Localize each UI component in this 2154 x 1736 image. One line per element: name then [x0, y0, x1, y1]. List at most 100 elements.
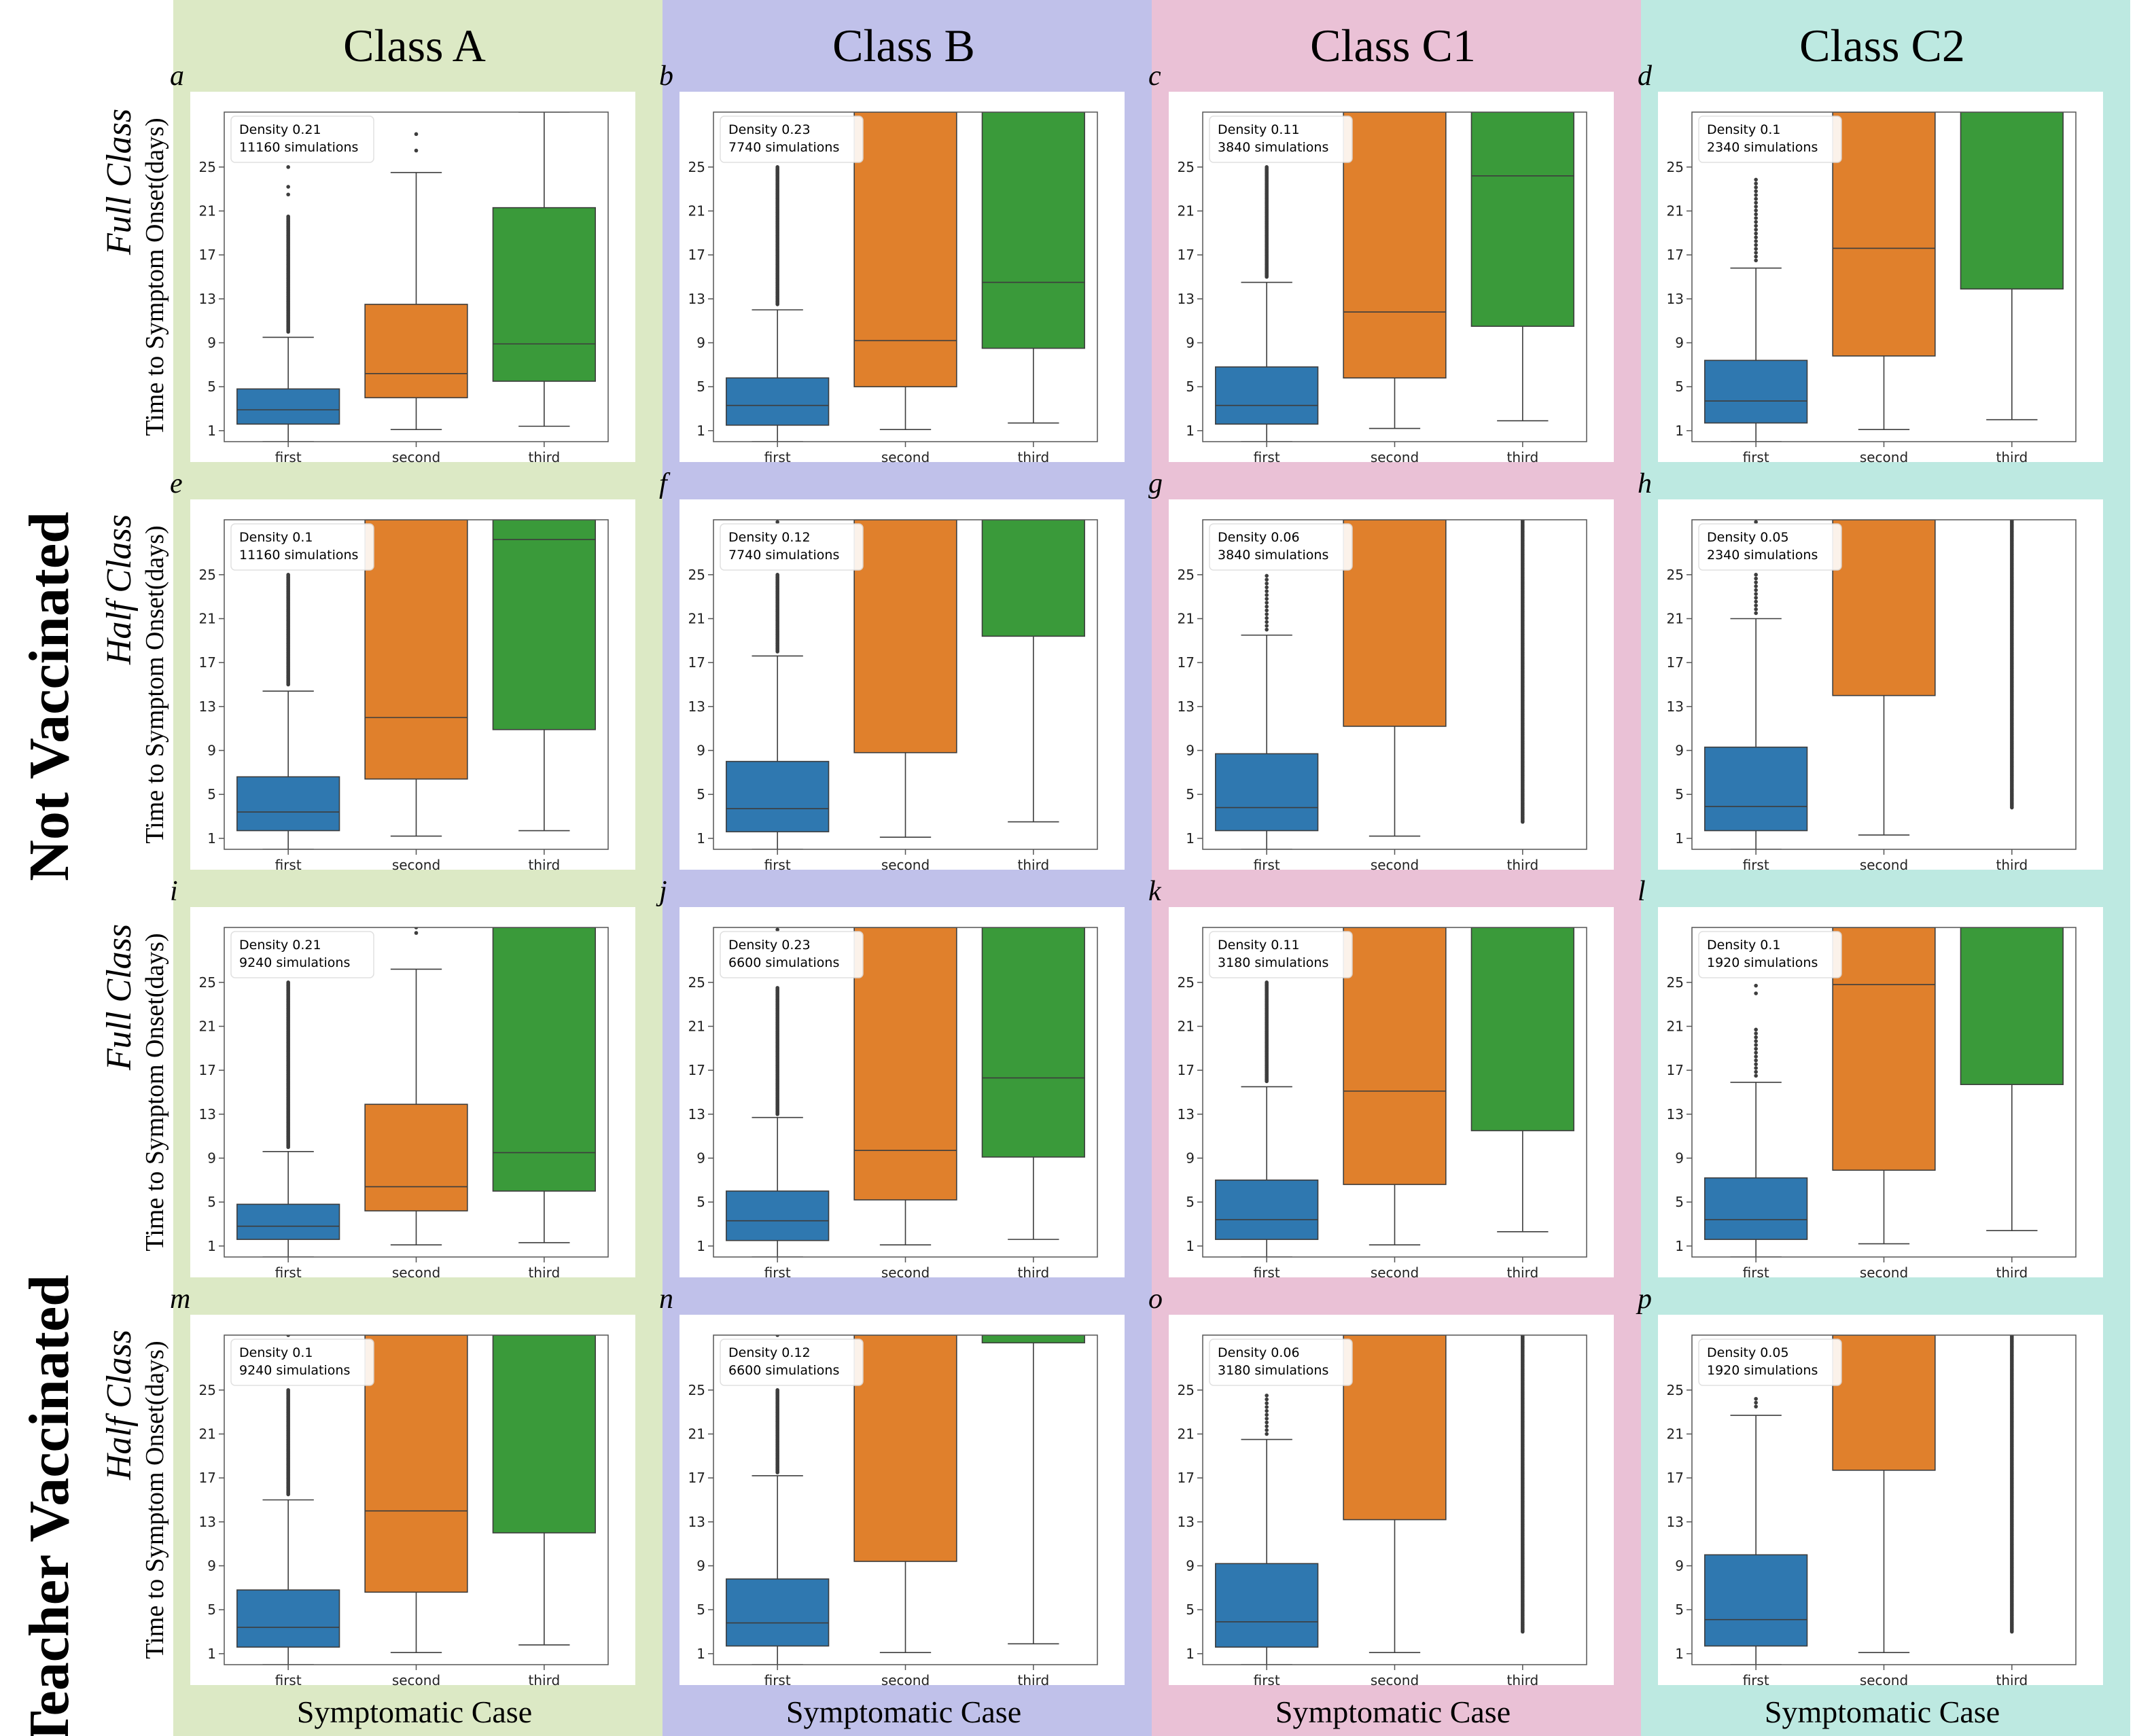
panel-letter: p — [1636, 1283, 1652, 1315]
density-label: Density 0.11 — [1218, 122, 1300, 137]
y-tick-label: 25 — [688, 159, 705, 175]
outlier — [1754, 205, 1758, 209]
y-tick-label: 9 — [1675, 1150, 1684, 1167]
outlier — [414, 132, 419, 137]
box-iqr — [1343, 520, 1447, 727]
y-tick-label: 21 — [688, 1426, 705, 1442]
box-iqr — [1343, 927, 1447, 1186]
panel-h: h 1 5 9 13 17 21 25 first second third Density 0.05… — [1638, 468, 2103, 873]
x-tick-label: third — [1018, 857, 1050, 873]
outlier — [1754, 193, 1758, 197]
outlier — [1754, 573, 1758, 577]
row-sub-label-2: Half Class — [100, 514, 139, 665]
box-second — [364, 1335, 468, 1654]
y-tick-label: 9 — [207, 1150, 216, 1167]
box-iqr — [364, 520, 468, 780]
y-tick-label: 5 — [696, 378, 705, 395]
plot-area — [1704, 1335, 2014, 1665]
box-iqr — [1704, 1554, 1808, 1647]
box-iqr — [236, 1203, 340, 1240]
outlier — [1754, 580, 1758, 584]
y-tick-label: 21 — [199, 611, 216, 627]
panel-i: i 1 5 9 13 17 21 25 first second third Density 0.21… — [170, 876, 635, 1281]
y-tick-label: 5 — [1675, 1194, 1684, 1210]
outlier — [1754, 258, 1758, 263]
box-iqr — [1704, 746, 1808, 832]
outlier — [286, 165, 290, 169]
annotation-box — [1698, 523, 1842, 571]
panel-l: l 1 5 9 13 17 21 25 first second third Density 0.1 1… — [1638, 876, 2103, 1281]
x-tick-label: second — [392, 449, 440, 465]
annotation-box — [720, 1339, 864, 1386]
box-iqr — [1832, 112, 1936, 357]
outlier — [1754, 219, 1758, 224]
panel-e: e 1 5 9 13 17 21 25 first second third Density 0.1 1… — [170, 468, 635, 873]
x-tick-label: second — [1371, 449, 1419, 465]
x-tick-label: first — [1254, 1264, 1280, 1281]
box-second — [1832, 520, 1936, 836]
box-first — [1704, 177, 1808, 442]
y-tick-label: 25 — [199, 1382, 216, 1398]
outlier — [1265, 1401, 1269, 1406]
y-tick-label: 1 — [1675, 830, 1684, 847]
box-second — [1343, 520, 1447, 837]
y-tick-label: 25 — [199, 974, 216, 991]
y-tick-label: 1 — [1675, 1646, 1684, 1662]
outlier — [1754, 595, 1758, 600]
simulations-label: 2340 simulations — [1707, 548, 1818, 563]
y-tick-label: 25 — [199, 159, 216, 175]
box-iqr — [1215, 366, 1319, 425]
outlier — [1754, 189, 1758, 194]
row-group-label-text: Teacher Vaccinated — [18, 1275, 81, 1736]
box-first — [1215, 980, 1319, 1257]
y-tick-label: 13 — [199, 698, 216, 715]
x-tick-label: third — [1996, 1672, 2028, 1688]
x-tick-label: first — [764, 857, 791, 873]
outlier — [1265, 585, 1269, 590]
box-first — [1215, 573, 1319, 849]
y-tick-label: 1 — [207, 423, 216, 439]
row-group-label-2: Teacher Vaccinated — [18, 1275, 81, 1736]
box-third — [1521, 1335, 1525, 1634]
outlier — [1754, 185, 1758, 190]
outlier — [1754, 603, 1758, 607]
box-third — [2010, 520, 2014, 810]
x-tick-label: second — [392, 857, 440, 873]
y-tick-label: 5 — [1675, 378, 1684, 395]
box-first — [236, 165, 340, 442]
y-tick-label: 13 — [1178, 698, 1195, 715]
box-iqr — [1470, 112, 1574, 327]
panel-letter: k — [1148, 876, 1162, 907]
box-iqr — [726, 377, 830, 426]
y-tick-label: 1 — [1675, 1238, 1684, 1254]
box-iqr — [492, 927, 596, 1192]
box-iqr — [1960, 927, 2064, 1085]
y-tick-label: 17 — [688, 1062, 705, 1078]
y-tick-label: 25 — [1667, 159, 1684, 175]
outlier — [1265, 165, 1269, 169]
y-tick-label: 13 — [688, 291, 705, 307]
y-tick-label: 9 — [1675, 743, 1684, 759]
y-tick-label: 17 — [199, 654, 216, 671]
y-axis-label-2: Time to Symptom Onset(days) — [141, 525, 169, 843]
panel-letter: l — [1638, 876, 1646, 907]
y-tick-label: 21 — [199, 1426, 216, 1442]
y-tick-label: 25 — [688, 567, 705, 583]
outlier — [1754, 1055, 1758, 1059]
simulations-label: 11160 simulations — [239, 548, 358, 563]
y-tick-label: 21 — [199, 1018, 216, 1035]
box-iqr — [853, 927, 957, 1201]
x-tick-label: third — [1507, 449, 1539, 465]
outlier — [1265, 1394, 1269, 1398]
y-tick-label: 9 — [1675, 335, 1684, 351]
density-label: Density 0.21 — [239, 122, 321, 137]
simulations-label: 1920 simulations — [1707, 955, 1818, 970]
y-tick-label: 1 — [1186, 1646, 1195, 1662]
column-title: Class A — [343, 20, 486, 71]
annotation-box — [720, 931, 864, 978]
plot-area — [726, 520, 1085, 849]
x-tick-label: third — [1507, 1264, 1539, 1281]
y-tick-label: 17 — [688, 1470, 705, 1486]
y-tick-label: 21 — [688, 611, 705, 627]
